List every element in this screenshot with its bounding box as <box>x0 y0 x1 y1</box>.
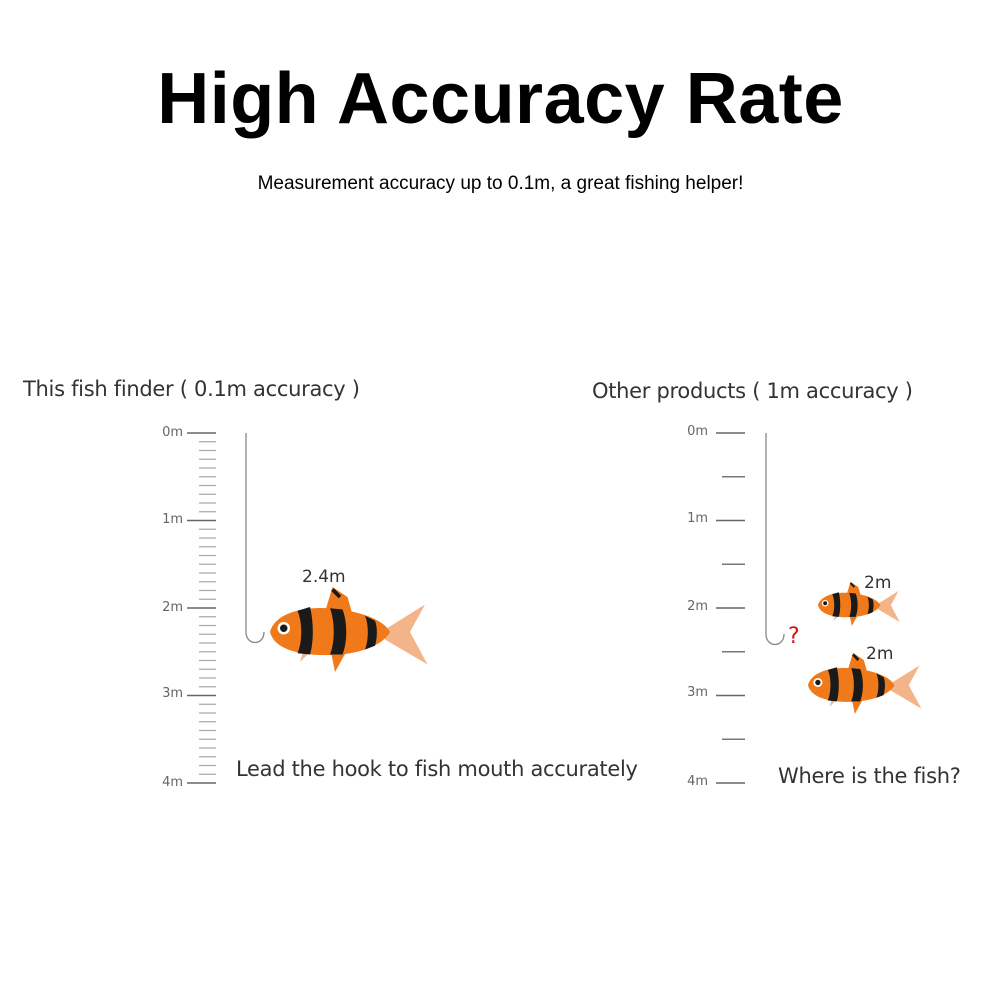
right-depth-ruler <box>716 432 745 784</box>
right-fish-icon-upper <box>817 580 901 627</box>
right-hook-icon <box>765 433 785 646</box>
question-mark-icon: ? <box>788 624 800 649</box>
right-panel-title: Other products ( 1m accuracy ) <box>592 379 913 403</box>
right-fish-depth-label-upper: 2m <box>864 573 892 593</box>
right-scale-label-0m: 0m <box>687 424 708 439</box>
right-fish-icon-lower <box>806 651 923 716</box>
left-depth-ruler <box>187 432 216 784</box>
right-scale-label-1m: 1m <box>687 511 708 526</box>
page-title: High Accuracy Rate <box>157 59 844 139</box>
page-subtitle: Measurement accuracy up to 0.1m, a great… <box>257 173 744 194</box>
right-fish-depth-label-lower: 2m <box>866 644 894 664</box>
left-caption: Lead the hook to fish mouth accurately <box>236 757 638 781</box>
left-scale-label-0m: 0m <box>162 425 183 440</box>
right-scale-label-3m: 3m <box>687 685 708 700</box>
left-fish-icon <box>268 585 430 674</box>
left-fish-depth-label: 2.4m <box>302 567 346 587</box>
left-panel-title: This fish finder ( 0.1m accuracy ) <box>23 377 360 401</box>
left-scale-label-1m: 1m <box>162 512 183 527</box>
right-caption: Where is the fish? <box>778 764 961 788</box>
left-scale-label-3m: 3m <box>162 686 183 701</box>
left-scale-label-2m: 2m <box>162 600 183 615</box>
left-scale-label-4m: 4m <box>162 775 183 790</box>
right-scale-label-4m: 4m <box>687 774 708 789</box>
left-hook-icon <box>245 433 265 644</box>
right-scale-label-2m: 2m <box>687 599 708 614</box>
